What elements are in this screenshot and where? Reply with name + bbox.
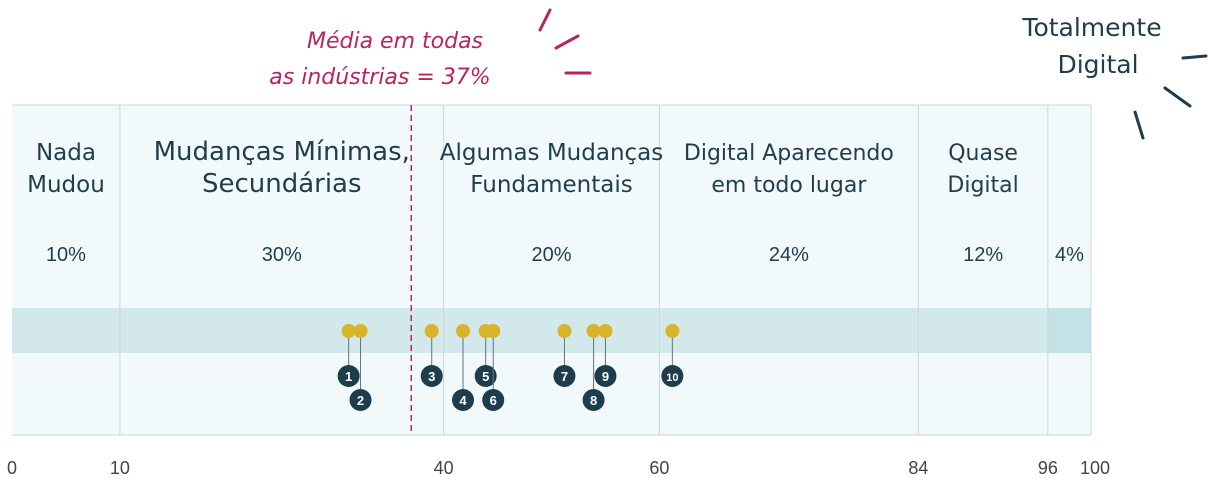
outside-label: Digital	[1057, 50, 1138, 79]
data-point	[353, 324, 368, 338]
x-tick-label: 100	[1080, 458, 1110, 478]
point-id-label: 9	[602, 369, 609, 384]
point-id-label: 8	[590, 393, 597, 408]
point-id-label: 6	[490, 393, 497, 408]
segment-percent: 24%	[769, 244, 809, 266]
segment-label: Secundárias	[202, 169, 362, 199]
point-id-label: 1	[345, 369, 352, 384]
segment-label: Mudou	[27, 172, 105, 198]
x-tick-label: 40	[434, 458, 454, 478]
x-tick-label: 84	[908, 458, 928, 478]
x-tick-label: 96	[1038, 458, 1058, 478]
data-point	[486, 324, 501, 338]
x-tick-label: 10	[110, 458, 130, 478]
average-label: as indústrias = 37%	[269, 65, 490, 90]
point-id-label: 10	[666, 372, 678, 384]
segment-percent: 10%	[46, 244, 86, 266]
point-badge	[661, 365, 684, 387]
point-id-label: 3	[428, 369, 435, 384]
data-point	[557, 324, 572, 338]
data-point	[598, 324, 613, 338]
point-id-label: 7	[561, 369, 568, 384]
point-id-label: 5	[482, 369, 489, 384]
segment-label: Digital Aparecendo	[684, 141, 894, 166]
x-axis: 0 10 40 60 84 96 100	[7, 458, 1110, 478]
segment-percent: 12%	[963, 244, 1003, 266]
average-label: Média em todas	[307, 29, 483, 54]
point-badge	[474, 365, 497, 387]
segment-labels: Nada Mudou 10% Mudanças Mínimas,Secundárias…	[27, 137, 1084, 266]
data-point	[665, 324, 680, 338]
segment-percent: 20%	[531, 244, 571, 266]
segment-label: Digital	[947, 173, 1018, 198]
point-badge	[337, 365, 360, 387]
highlight-band	[12, 308, 1091, 353]
point-badge	[482, 389, 505, 411]
x-tick-label: 0	[7, 458, 17, 478]
point-badge	[349, 389, 372, 411]
point-badge	[420, 365, 443, 387]
average-accent-stroke	[554, 34, 580, 50]
segment-percent: 30%	[262, 244, 302, 266]
outside-accent-stroke	[1133, 110, 1145, 140]
segment-label: Nada	[36, 140, 96, 166]
segment-label: Algumas Mudanças	[440, 140, 664, 166]
segment-dividers	[119, 105, 1092, 435]
point-badge	[452, 389, 475, 411]
outside-label: Totalmente	[1021, 13, 1161, 42]
point-id-label: 2	[357, 393, 364, 408]
segment-label: em todo lugar	[711, 173, 867, 198]
data-point	[424, 324, 439, 338]
data-point	[586, 324, 601, 338]
point-badge	[582, 389, 605, 411]
point-id-label: 4	[459, 393, 467, 408]
data-points: 12 3 456 7 89 10	[337, 324, 684, 411]
chart-panel	[12, 104, 1091, 436]
x-tick-label: 60	[649, 458, 669, 478]
outside-annotation: Totalmente Digital	[1021, 13, 1208, 140]
data-point	[456, 324, 471, 338]
highlight-band-end	[1047, 308, 1091, 353]
segment-label: Mudanças Mínimas,	[154, 137, 410, 167]
segment-percent: 4%	[1055, 244, 1084, 266]
point-badge	[594, 365, 617, 387]
average-marker: Média em todas as indústrias = 37%	[269, 8, 592, 435]
segment-label: Fundamentais	[470, 172, 632, 198]
average-accent-stroke	[538, 8, 552, 32]
outside-accent-stroke	[1163, 86, 1192, 108]
data-point	[341, 324, 356, 338]
panel-background	[12, 105, 1091, 435]
segment-label: Quase	[948, 141, 1018, 166]
point-badge	[553, 365, 576, 387]
outside-accent-stroke	[1181, 54, 1208, 60]
